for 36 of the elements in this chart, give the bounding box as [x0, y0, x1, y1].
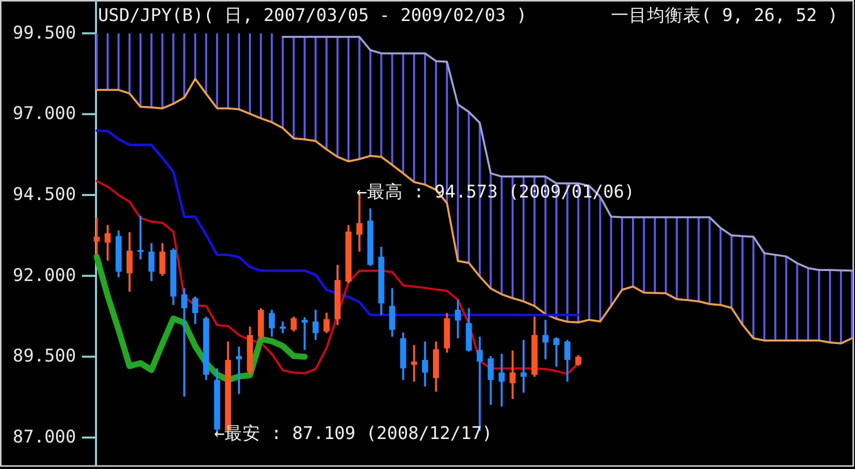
line-series: [282, 36, 853, 272]
candlestick: [520, 338, 527, 394]
y-tick-label: 97.000: [12, 104, 76, 124]
annotation: ←最安 : 87.109 (2008/12/17): [214, 423, 492, 444]
candlestick: [575, 354, 582, 367]
candlestick: [192, 296, 198, 326]
candlestick: [126, 231, 133, 293]
candlestick: [498, 352, 505, 408]
chart-title: USD/JPY(B)( 日, 2007/03/05 - 2009/02/03 ): [98, 6, 527, 26]
candlestick: [553, 336, 560, 368]
candlestick: [488, 355, 494, 406]
candlestick: [94, 216, 100, 256]
candlestick: [411, 344, 418, 383]
y-tick-label: 92.000: [12, 266, 76, 286]
y-tick-label: 94.500: [12, 184, 76, 205]
candlestick: [236, 346, 242, 395]
candlestick: [389, 287, 396, 338]
y-tick-label: 89.500: [12, 346, 76, 367]
candlestick: [290, 316, 297, 332]
y-tick-label: 87.000: [12, 428, 76, 448]
candlestick: [268, 308, 275, 338]
candlestick: [324, 312, 330, 334]
candlestick: [312, 308, 319, 341]
candlestick: [454, 298, 461, 340]
candlestick: [148, 242, 154, 282]
candlestick: [159, 242, 166, 277]
candlestick: [422, 340, 428, 388]
candlestick: [542, 318, 548, 360]
candlestick: [510, 350, 516, 400]
candlestick: [564, 338, 570, 383]
candlestick: [137, 214, 144, 260]
candlestick: [104, 224, 111, 262]
candlestick: [280, 320, 286, 334]
chart-subtitle: 一目均衡表( 9, 26, 52 ): [611, 6, 838, 26]
candlestick: [181, 287, 188, 398]
y-tick-label: 99.500: [12, 23, 76, 44]
